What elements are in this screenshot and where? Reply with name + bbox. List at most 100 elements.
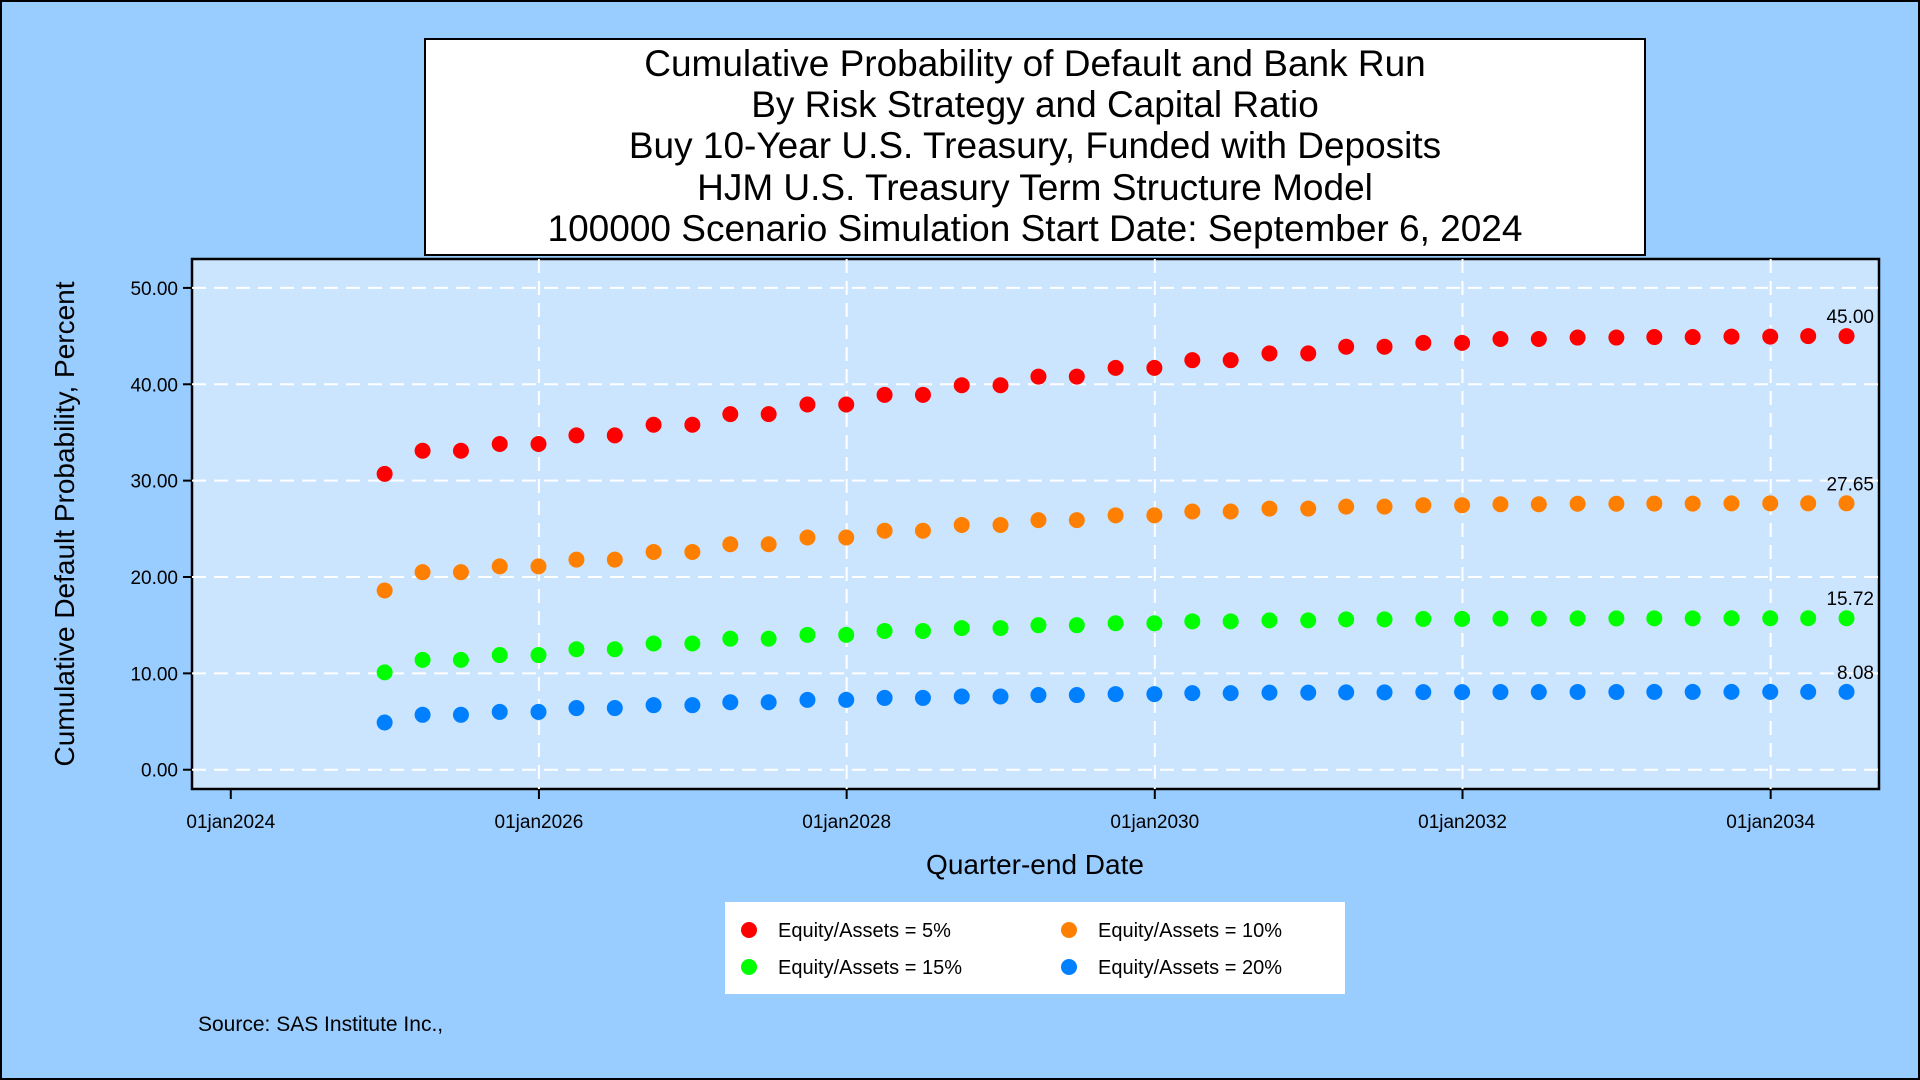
data-point (1800, 683, 1817, 700)
data-point (1184, 685, 1201, 702)
data-point (1800, 610, 1817, 627)
data-point (838, 626, 855, 643)
data-point (1222, 613, 1239, 630)
data-point (414, 564, 431, 581)
data-point (491, 436, 508, 453)
data-point (645, 543, 662, 560)
chart-title-line-5: 100000 Scenario Simulation Start Date: S… (548, 208, 1523, 249)
chart-title-line-4: HJM U.S. Treasury Term Structure Model (697, 167, 1373, 208)
data-point (1338, 611, 1355, 628)
data-point (1030, 512, 1047, 529)
data-point (1800, 328, 1817, 345)
data-point (1107, 615, 1124, 632)
data-point (1608, 329, 1625, 346)
data-point (1492, 330, 1509, 347)
data-point (452, 564, 469, 581)
data-point (953, 620, 970, 637)
data-point (914, 689, 931, 706)
data-point (414, 442, 431, 459)
data-point (992, 688, 1009, 705)
data-point (1338, 498, 1355, 515)
data-point (992, 516, 1009, 533)
data-point (1068, 687, 1085, 704)
data-point (992, 377, 1009, 394)
data-point (1723, 683, 1740, 700)
data-point (1838, 328, 1855, 345)
legend-label: Equity/Assets = 20% (1098, 957, 1282, 979)
data-point (645, 635, 662, 652)
data-point (1492, 684, 1509, 701)
data-point (1261, 500, 1278, 517)
data-point (760, 694, 777, 711)
y-tick-label: 50.00 (130, 279, 178, 300)
data-point (452, 651, 469, 668)
data-point (1492, 496, 1509, 513)
x-tick-label: 01jan2032 (1418, 812, 1507, 833)
x-tick-label: 01jan2026 (495, 812, 584, 833)
data-point (1800, 495, 1817, 512)
data-point (1415, 684, 1432, 701)
data-point (876, 522, 893, 539)
data-point (914, 386, 931, 403)
data-point (1684, 495, 1701, 512)
data-point (1146, 686, 1163, 703)
axes: 0.00 10.00 20.00 30.00 40.00 50.00 01jan2024 01… (130, 279, 1815, 833)
data-point (1454, 497, 1471, 514)
data-points: 45.00 27.65 15.72 8.08 (376, 307, 1874, 731)
data-point (876, 386, 893, 403)
data-point (1146, 507, 1163, 524)
data-point (568, 700, 585, 717)
legend-label: Equity/Assets = 10% (1098, 920, 1282, 942)
data-point (1762, 610, 1779, 627)
data-point (376, 582, 393, 599)
data-point (722, 406, 739, 423)
data-point (606, 551, 623, 568)
data-point (876, 689, 893, 706)
data-point (606, 700, 623, 717)
data-point (1646, 610, 1663, 627)
data-point (1107, 359, 1124, 376)
y-tick-label: 40.00 (130, 375, 178, 396)
x-tick-label: 01jan2024 (186, 812, 275, 833)
data-point (1222, 503, 1239, 520)
data-point (760, 630, 777, 647)
data-point (1684, 329, 1701, 346)
data-point (684, 697, 701, 714)
data-point (1261, 345, 1278, 362)
data-point (1569, 329, 1586, 346)
data-point (1646, 683, 1663, 700)
data-point (1569, 610, 1586, 627)
data-point (992, 620, 1009, 637)
data-point (1530, 496, 1547, 513)
data-point (376, 714, 393, 731)
data-point (1569, 683, 1586, 700)
data-point (1300, 345, 1317, 362)
legend-label: Equity/Assets = 5% (778, 920, 951, 942)
chart-title-line-3: Buy 10-Year U.S. Treasury, Funded with D… (629, 125, 1441, 166)
data-point (760, 406, 777, 423)
data-point (1608, 495, 1625, 512)
data-point (1569, 495, 1586, 512)
data-point (530, 647, 547, 664)
data-point (1454, 610, 1471, 627)
data-point (684, 635, 701, 652)
data-point (376, 465, 393, 482)
data-point (530, 703, 547, 720)
data-point (1608, 610, 1625, 627)
data-point (1107, 507, 1124, 524)
data-point (1107, 686, 1124, 703)
x-tick-label: 01jan2034 (1726, 812, 1815, 833)
data-point (1184, 503, 1201, 520)
data-point (799, 691, 816, 708)
data-point (1723, 495, 1740, 512)
legend-marker (741, 959, 757, 975)
data-point (838, 396, 855, 413)
data-point (568, 427, 585, 444)
data-point (1261, 684, 1278, 701)
x-axis-title: Quarter-end Date (926, 849, 1144, 880)
data-point (1300, 500, 1317, 517)
y-tick-label: 30.00 (130, 472, 178, 493)
data-point (1376, 684, 1393, 701)
data-point (1762, 495, 1779, 512)
data-point (684, 416, 701, 433)
